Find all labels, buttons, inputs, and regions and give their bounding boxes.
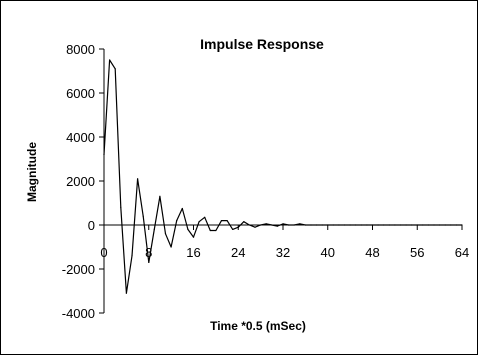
x-tick-label: 32 xyxy=(276,245,290,260)
data-point xyxy=(371,224,374,226)
x-tick-label: 48 xyxy=(365,245,379,260)
data-point xyxy=(439,224,441,226)
y-tick-label: 2000 xyxy=(66,174,95,189)
x-tick-label: 24 xyxy=(231,245,245,260)
data-point xyxy=(125,292,127,294)
data-point xyxy=(422,224,424,226)
data-point xyxy=(243,221,245,223)
data-point xyxy=(187,228,189,230)
y-tick-label: 8000 xyxy=(66,42,95,57)
data-point xyxy=(192,236,195,238)
data-point xyxy=(232,228,234,230)
data-point xyxy=(405,224,407,226)
data-point xyxy=(271,224,273,226)
data-point xyxy=(204,216,206,218)
data-point xyxy=(120,206,122,208)
y-tick-label: 6000 xyxy=(66,86,95,101)
data-point xyxy=(148,261,150,263)
data-point xyxy=(321,224,323,226)
data-point xyxy=(377,224,379,226)
data-point xyxy=(455,224,457,226)
data-point xyxy=(220,220,223,222)
data-point xyxy=(427,224,429,226)
data-point xyxy=(316,224,318,226)
data-point xyxy=(399,224,402,226)
data-point xyxy=(114,68,116,70)
data-point xyxy=(343,224,346,226)
data-point xyxy=(181,207,183,210)
data-point xyxy=(293,224,295,226)
data-point xyxy=(226,220,228,222)
data-point xyxy=(103,154,105,156)
data-point xyxy=(209,229,211,232)
data-point xyxy=(310,224,312,226)
data-point xyxy=(153,228,155,230)
data-point xyxy=(383,224,385,226)
data-point xyxy=(332,224,334,226)
data-point xyxy=(299,223,301,225)
data-point xyxy=(433,224,435,226)
data-point xyxy=(461,224,463,226)
y-tick-label: 0 xyxy=(88,218,95,233)
data-point xyxy=(360,224,362,226)
x-axis-title: Time *0.5 (mSec) xyxy=(210,319,306,333)
data-point xyxy=(338,224,340,226)
data-point xyxy=(355,224,357,226)
data-point xyxy=(248,224,250,226)
data-point xyxy=(137,178,139,180)
data-point xyxy=(327,224,329,226)
x-tick-label: 64 xyxy=(455,245,469,260)
data-point xyxy=(131,255,133,257)
data-point xyxy=(304,224,306,226)
data-point xyxy=(170,246,172,248)
series-layer xyxy=(103,59,463,294)
y-tick-label: 4000 xyxy=(66,130,95,145)
data-point xyxy=(215,229,217,232)
x-tick-label: 8 xyxy=(145,245,152,260)
data-point xyxy=(276,225,278,227)
x-ticks: 0 8 16 24 32 40 48 56 64 xyxy=(100,225,469,260)
x-tick-label: 16 xyxy=(186,245,200,260)
data-point xyxy=(254,226,256,228)
data-point xyxy=(444,224,446,226)
y-axis-title: Magnitude xyxy=(25,142,39,202)
data-point xyxy=(265,223,267,225)
data-point xyxy=(416,224,418,226)
data-point xyxy=(349,224,351,226)
y-tick-label: -2000 xyxy=(62,262,95,277)
x-tick-label: 0 xyxy=(100,245,107,260)
data-point xyxy=(237,226,239,228)
y-ticks: -4000 -2000 0 2000 4000 6000 8000 xyxy=(62,42,104,321)
data-point xyxy=(394,224,396,226)
data-point xyxy=(411,224,413,226)
x-tick-label: 56 xyxy=(410,245,424,260)
data-point xyxy=(176,220,178,222)
data-point xyxy=(450,224,452,226)
chart-title: Impulse Response xyxy=(200,36,324,52)
data-point xyxy=(109,59,111,61)
data-point xyxy=(164,233,167,235)
data-point xyxy=(142,215,144,217)
data-point xyxy=(366,224,368,226)
data-point xyxy=(198,221,200,223)
data-point xyxy=(388,224,390,226)
data-point xyxy=(282,223,284,225)
data-point xyxy=(159,195,161,197)
data-point xyxy=(260,224,262,226)
y-tick-label: -4000 xyxy=(62,306,95,321)
data-point xyxy=(288,224,290,226)
x-tick-label: 40 xyxy=(321,245,335,260)
